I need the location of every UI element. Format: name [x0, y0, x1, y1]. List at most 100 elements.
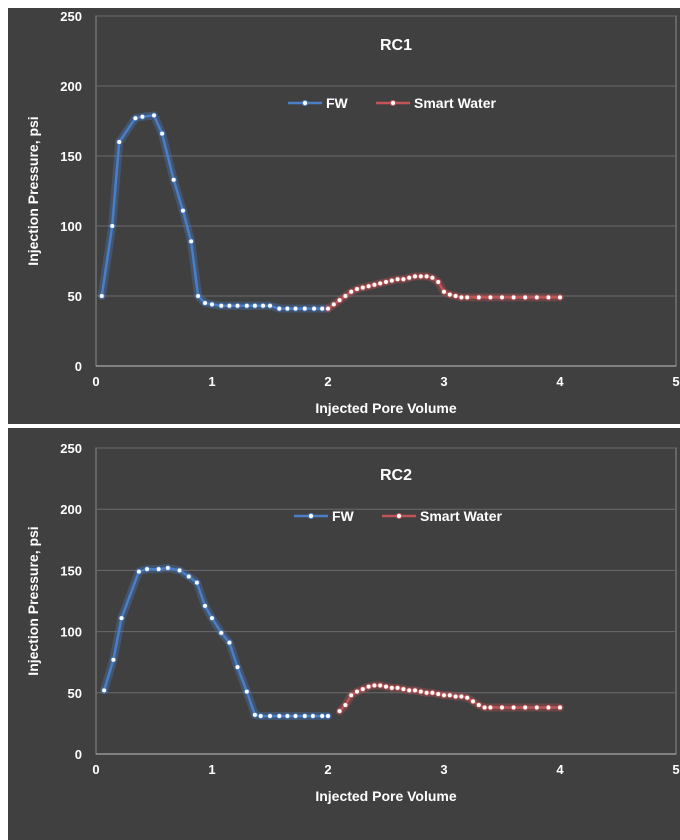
data-point [342, 702, 349, 708]
data-point [244, 688, 250, 695]
data-point [510, 704, 517, 711]
data-point [276, 713, 283, 719]
data-point [292, 713, 299, 719]
data-point [417, 688, 424, 695]
data-point [417, 273, 424, 280]
x-tick-label: 0 [92, 374, 99, 389]
data-point [155, 566, 162, 572]
data-point [301, 305, 308, 312]
data-point [180, 207, 186, 214]
data-point [234, 302, 241, 309]
data-point [394, 685, 401, 691]
data-point [319, 305, 326, 312]
data-point [557, 704, 563, 711]
data-point [136, 568, 142, 575]
x-tick-label: 5 [672, 374, 679, 389]
x-tick-label: 3 [440, 762, 447, 777]
data-point [388, 685, 395, 691]
data-point [202, 300, 208, 306]
y-tick-label: 0 [75, 747, 82, 762]
data-point [101, 687, 107, 694]
data-point [276, 305, 283, 312]
data-point [371, 281, 378, 288]
data-point [377, 280, 384, 287]
data-point [388, 277, 395, 284]
data-point [170, 177, 177, 183]
x-tick-label: 0 [92, 762, 99, 777]
data-point [371, 682, 378, 689]
data-point [435, 691, 442, 697]
data-point [487, 294, 494, 301]
data-point [423, 689, 430, 696]
data-point [470, 698, 476, 705]
data-point [139, 114, 146, 120]
data-point [423, 273, 430, 280]
data-point [202, 603, 208, 609]
data-point [284, 305, 291, 312]
data-point [151, 112, 157, 119]
data-point [348, 692, 355, 699]
data-point [458, 693, 465, 700]
data-point [284, 713, 291, 719]
chart-panel-rc2: 0 50 100 150 200 250 0 1 2 3 4 5 Injected Pore Volum… [8, 428, 680, 840]
y-axis-title: Injection Pressure, psi [25, 116, 41, 265]
x-tick-label: 4 [556, 762, 564, 777]
data-point [452, 693, 459, 700]
data-point [365, 683, 372, 690]
data-point [533, 704, 540, 711]
data-point [319, 713, 326, 719]
chart-rc1: 0 50 100 150 200 250 0 1 2 3 4 5 Injected Pore Volum… [25, 9, 680, 416]
data-point [435, 279, 442, 285]
plot-area-border [95, 447, 677, 755]
data-point [429, 274, 436, 281]
y-tick-label: 100 [60, 219, 82, 234]
series-line [100, 114, 330, 310]
data-point [176, 567, 183, 574]
x-tick-label: 2 [324, 762, 331, 777]
data-point [109, 223, 116, 229]
data-point [188, 238, 194, 245]
data-point [116, 139, 122, 145]
data-point [99, 293, 105, 299]
data-point [218, 302, 225, 309]
data-point [226, 302, 233, 309]
data-point [330, 301, 337, 308]
data-point [336, 708, 343, 714]
y-tick-label: 100 [60, 625, 82, 640]
data-point [325, 713, 331, 719]
data-point [383, 683, 389, 690]
data-point [545, 294, 552, 301]
legend-swatch-marker [307, 512, 315, 520]
data-point [545, 704, 552, 711]
data-point [132, 115, 139, 121]
legend-swatch-marker [395, 512, 403, 520]
y-axis-title: Injection Pressure, psi [25, 526, 41, 675]
data-point [209, 301, 215, 308]
x-tick-label: 5 [672, 762, 679, 777]
data-point [487, 704, 494, 711]
legend-label: FW [326, 95, 349, 111]
data-point [165, 565, 171, 571]
data-point [441, 288, 447, 295]
legend-swatch-marker [301, 99, 309, 107]
data-point [257, 713, 264, 719]
legend-label: FW [332, 508, 355, 524]
chart-panel-rc1: 0 50 100 150 200 250 0 1 2 3 4 5 Injected Pore Volum… [8, 8, 680, 424]
data-point [365, 283, 372, 290]
x-tick-label: 1 [208, 762, 215, 777]
y-tick-label: 50 [68, 289, 82, 304]
data-point [412, 273, 418, 280]
data-point [226, 639, 233, 646]
y-tick-label: 50 [68, 686, 82, 701]
data-point [499, 294, 505, 301]
y-tick-label: 250 [60, 441, 82, 456]
x-tick-label: 2 [324, 374, 331, 389]
y-tick-label: 150 [60, 563, 82, 578]
data-point [354, 286, 360, 292]
data-point [325, 305, 331, 312]
data-point [383, 279, 389, 285]
y-tick-label: 150 [60, 149, 82, 164]
data-point [481, 704, 488, 711]
x-tick-label: 1 [208, 374, 215, 389]
x-tick-label: 3 [440, 374, 447, 389]
